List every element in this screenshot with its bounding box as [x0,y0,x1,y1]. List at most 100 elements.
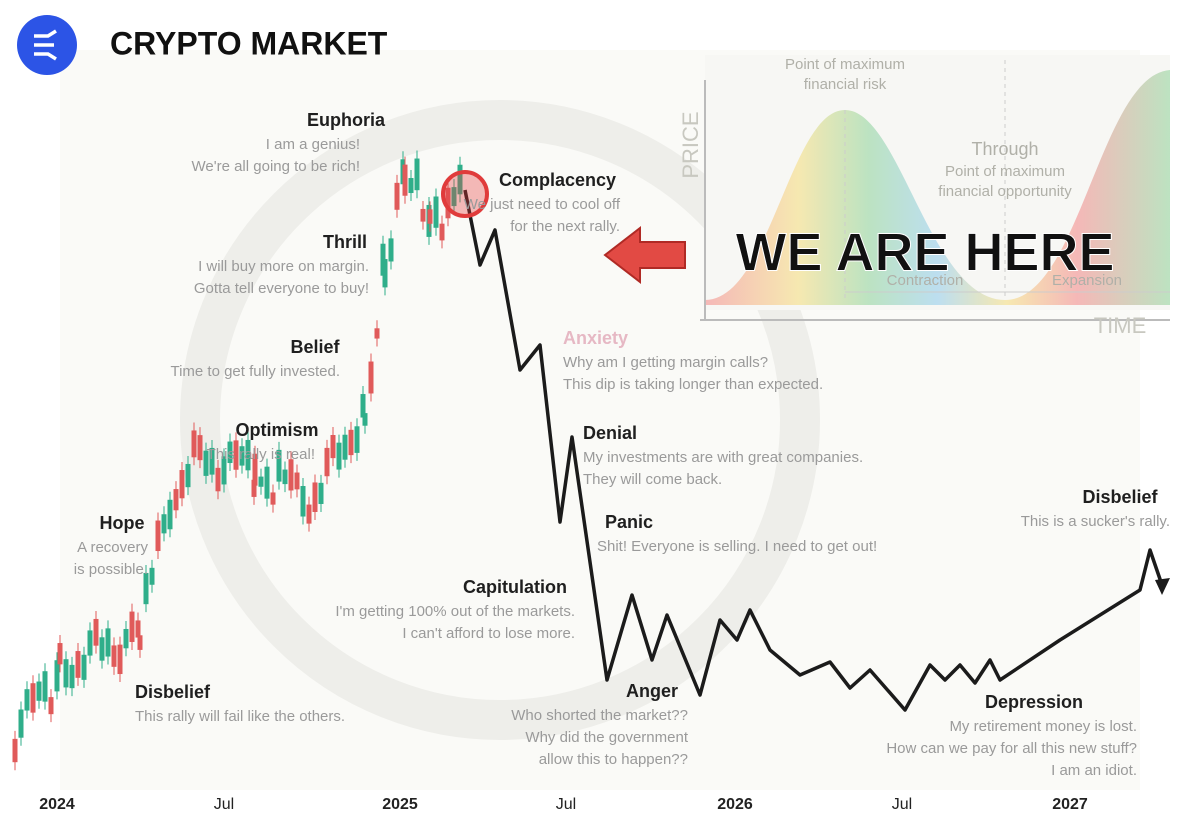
stage-quote: My retirement money is lost. [949,718,1137,735]
candle-body [81,654,87,680]
stage-quote: They will come back. [583,471,722,488]
candle-body [135,620,141,638]
inset-note: Through [971,139,1038,159]
candle-body [215,467,221,492]
stage-quote: How can we pay for all this new stuff? [886,740,1137,757]
stage-label: Depression [985,692,1083,712]
stage-quote: I am an idiot. [1051,762,1137,779]
stage-quote: I will buy more on margin. [198,258,369,275]
x-axis-label: 2026 [717,796,753,813]
inset-note: Point of maximum [785,56,905,73]
candle-body [427,209,433,224]
stage-quote: A recovery [77,539,148,556]
candle-body [167,499,173,530]
stage-label: Capitulation [463,577,567,597]
stage-label: Hope [100,513,145,533]
pointer-arrow [603,225,686,285]
title: CRYPTO MARKET [110,25,388,61]
candle-body [312,482,318,512]
stage-label: Euphoria [307,110,386,130]
projection-arrowhead [1155,578,1170,595]
candle-body [143,572,149,605]
candle-body [93,618,99,646]
candle-body [149,567,155,585]
candle-body [348,429,354,456]
candle-body [342,434,348,460]
candle-body [368,361,374,394]
stage-label: Disbelief [1082,487,1158,507]
candle-body [362,413,368,426]
candle-body [185,463,191,488]
stage-quote: This rally will fail like the others. [135,708,345,725]
candle-body [414,158,420,191]
inset-note: financial risk [804,76,887,93]
candle-body [374,328,380,339]
stage-label: Anxiety [563,328,628,348]
candle-body [137,635,143,650]
candle-body [123,628,129,649]
candle-body [282,469,288,485]
candle-body [251,479,257,497]
inset-diagram [700,55,1170,321]
candle-body [354,426,360,453]
x-axis-label: Jul [892,796,912,813]
candle-body [173,489,179,511]
inset-note: Expansion [1052,272,1122,289]
stage-quote: I can't afford to lose more. [402,625,575,642]
candle-body [294,472,300,490]
candle-body [36,681,42,701]
candle-body [87,630,93,656]
candle-body [63,659,69,688]
stage-quote: allow this to happen?? [539,751,688,768]
candle-body [161,514,167,534]
candle-body [258,476,264,487]
candle-body [155,520,161,552]
inset-x-label: TIME [1094,313,1147,338]
inset-note: financial opportunity [938,183,1072,200]
stage-quote: I'm getting 100% out of the markets. [335,603,575,620]
stage-quote: This dip is taking longer than expected. [563,376,823,393]
candle-body [99,637,105,661]
candle-body [288,459,294,491]
candle-body [318,482,324,504]
candle-body [382,259,388,288]
candles [12,150,463,771]
candle-body [252,453,258,486]
stage-quote: This is a sucker's rally. [1021,513,1170,530]
candle-body [433,196,439,228]
candle-body [408,178,414,194]
candle-body [300,486,306,517]
candle-body [57,643,63,665]
candle-body [360,394,366,418]
candle-body [179,470,185,499]
candle-body [197,435,203,461]
candle-body [105,628,111,657]
candle-body [54,660,60,692]
candle-body [330,435,336,459]
candle-body [191,430,197,458]
candle-body [445,187,451,219]
inset-curve [705,70,1170,305]
candle-body [24,689,30,711]
stage-label: Panic [605,512,653,532]
stage-quote: is possible. [74,561,148,578]
candle-body [227,441,233,464]
candle-body [264,466,270,499]
stage-label: Optimism [235,420,318,440]
candle-body [221,456,227,485]
here-marker [441,170,489,218]
x-axis-label: Jul [214,796,234,813]
watermark [180,100,820,740]
logo-glyph [34,29,57,61]
x-axis-label: 2025 [382,796,418,813]
candle-body [30,683,36,713]
candle-body [42,671,48,702]
candle-body [457,164,463,195]
stage-label: Belief [290,337,340,357]
stage-quote: My investments are with great companies. [583,449,863,466]
inset-y-label: PRICE [678,111,703,178]
stage-label: Disbelief [135,682,211,702]
candle-body [276,449,282,482]
